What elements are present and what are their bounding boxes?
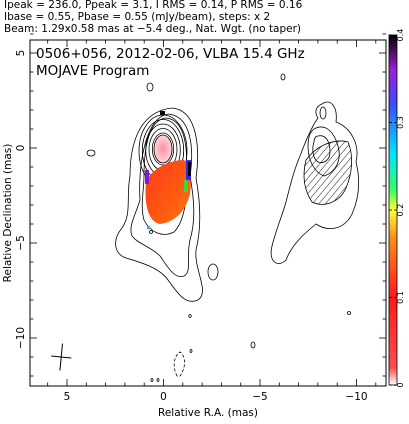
beam-marker-cross [51,343,72,371]
pol-edge-strip-green [184,180,188,192]
noise-contour [207,263,219,281]
noise-contour [250,341,256,349]
contour-level-8 [151,132,175,166]
x-axis-label: Relative R.A. (mas) [158,407,258,419]
x-tick-labels: 5 0 −5 −10 [64,391,368,403]
colorbar-tick-label: 0.2 [396,204,405,217]
colorbar-ticks: 0 0.1 0.2 0.3 0.4 [389,29,405,388]
noise-contour [188,314,192,318]
core-peak-marker [160,111,165,115]
y-axis-label: Relative Declination (mas) [2,144,14,283]
colorbar-tick-label: 0.4 [396,29,405,42]
noise-contour [86,149,96,157]
polarized-intensity-region [145,160,191,224]
map-contents [51,73,360,382]
fractional-polarization-hatched-region [303,140,352,205]
x-tick-label: 5 [64,391,71,403]
y-tick-label: −5 [15,235,27,250]
header-line-3: Beam: 1.29x0.58 mas at −5.4 deg., Nat. W… [4,23,301,35]
header-line-1: Ipeak = 236.0, Ppeak = 3.1, I RMS = 0.14… [4,0,303,11]
x-tick-label: 0 [160,391,167,403]
chart-subtitle: MOJAVE Program [36,63,149,79]
noise-contour [149,230,153,234]
noise-contour [150,378,154,382]
colorbar-tick-label: 0.3 [396,116,405,129]
colorbar-tick-label: 0.1 [396,291,405,304]
y-tick-label: −10 [15,327,27,349]
noise-contour [280,73,286,81]
header-line-2: Ibase = 0.55, Pbase = 0.55 (mJy/beam), s… [4,11,270,23]
colorbar-tick-label: 0 [396,382,405,387]
contour-level-1 [115,107,203,302]
pol-panel-contour-knot [319,106,327,120]
noise-contour [347,311,351,315]
x-tick-label: −5 [252,391,267,403]
noise-contour [146,82,154,92]
core-inner-fill [153,134,173,164]
pol-edge-strip-lightblue [147,226,150,229]
pol-edge-strip-purple [145,170,149,184]
pol-panel-contour-outer [270,101,360,264]
beam-minor-axis [51,355,72,359]
noise-contour [189,349,193,353]
chart-title: 0506+056, 2012-02-06, VLBA 15.4 GHz [36,46,305,62]
negative-contour [173,351,185,377]
plot-frame [29,39,387,387]
y-tick-labels: 5 0 −5 −10 [15,50,27,349]
x-tick-label: −10 [345,391,367,403]
y-tick-label: 5 [15,50,27,57]
noise-contour [156,378,160,382]
y-tick-label: 0 [15,145,27,152]
noise-contour-blobs [86,73,351,382]
pol-edge-strip-black [188,162,191,176]
